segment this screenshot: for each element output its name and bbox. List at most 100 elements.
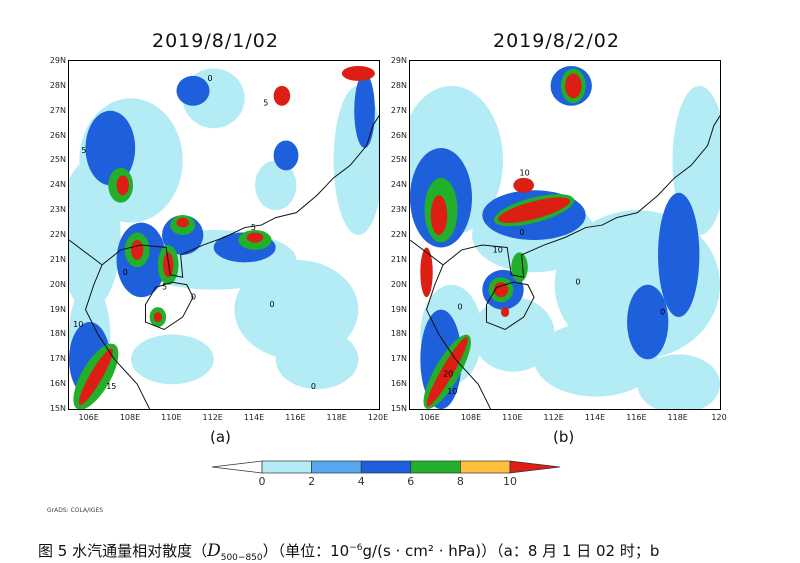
hainan-coastline (485, 281, 535, 331)
figure-caption: 图 5 水汽通量相对散度（D500−850）（单位：10−6g/(s · cm²… (38, 540, 659, 563)
divergence-patch (275, 329, 359, 390)
contour-label: 0 (191, 293, 196, 302)
lon-label: 108E (460, 413, 482, 422)
divergence-patch (131, 239, 144, 260)
lat-label: 26N (49, 130, 66, 140)
caption-subscript: 500−850 (220, 553, 263, 563)
lon-label: 106E (78, 413, 99, 422)
contour-label: 0 (520, 228, 525, 237)
divergence-patch (493, 282, 509, 298)
contour-label: 0 (660, 308, 665, 317)
lat-label: 22N (390, 230, 407, 240)
colorbar-segment (311, 460, 362, 474)
divergence-patch (658, 192, 700, 318)
divergence-patch (78, 348, 113, 405)
divergence-patch (69, 160, 121, 310)
lat-label: 15N (49, 404, 66, 414)
divergence-patch (163, 252, 174, 278)
lat-label: 15N (390, 404, 407, 414)
contour-label: 5 (81, 146, 86, 155)
lon-label: 112E (543, 413, 564, 422)
contour-label: 0 (269, 300, 274, 309)
map-b-field: 10 0 10 0 20 10 0 0 (410, 61, 720, 409)
contour-label: 0 (575, 278, 580, 287)
divergence-patch (176, 75, 210, 106)
contour-label: 5 (263, 99, 268, 108)
lon-label: 114E (243, 413, 265, 422)
coastline (410, 115, 720, 278)
colorbar-segment (410, 460, 461, 474)
caption-unit: g/(s · cm² · hPa)）（a：8 月 1 日 02 时；b (362, 542, 660, 560)
contour-label: 0 (311, 382, 316, 391)
contour-label: 15 (106, 382, 116, 391)
contour-label: 5 (251, 223, 256, 232)
divergence-patch (354, 73, 375, 149)
grads-credit: GrADS: COLA/IGES (47, 507, 104, 514)
lat-label: 19N (49, 304, 66, 314)
panel-a-title: 2019/8/1/02 (152, 30, 279, 52)
contour-label: 0 (123, 268, 128, 277)
hainan-coastline (144, 281, 194, 331)
colorbar-segment (261, 460, 312, 474)
lat-label: 25N (49, 155, 66, 165)
colorbar-segment (460, 460, 511, 474)
lat-label: 28N (49, 80, 66, 90)
contour-label: 20 (443, 370, 453, 379)
lon-label: 116E (285, 413, 306, 422)
divergence-patch (627, 284, 669, 360)
lon-label: 118E (326, 413, 347, 422)
colorbar-segment (360, 460, 412, 474)
colorbar-tick-label: 2 (308, 475, 316, 488)
lat-label: 20N (49, 279, 66, 289)
lon-label: 112E (202, 413, 223, 422)
caption-sup: −6 (349, 543, 363, 553)
divergence-patch (513, 177, 535, 193)
lat-label: 24N (49, 180, 66, 190)
divergence-patch (131, 334, 214, 385)
lon-label: 114E (584, 413, 606, 422)
divergence-patch (341, 65, 375, 81)
divergence-patch (255, 160, 297, 211)
lat-label: 28N (390, 80, 407, 90)
colorbar-tick-label: 10 (503, 475, 517, 488)
divergence-patch (498, 197, 571, 223)
lon-label: 116E (626, 413, 647, 422)
contour-label: 10 (493, 245, 503, 254)
panel-a-label: (a) (210, 428, 231, 446)
coastline (84, 264, 151, 409)
divergence-patch (565, 73, 582, 99)
lat-label: 24N (390, 180, 407, 190)
lat-label: 26N (390, 130, 407, 140)
colorbar-segment (509, 460, 561, 474)
lon-label: 110E (502, 413, 523, 422)
lat-label: 21N (390, 254, 407, 264)
divergence-patch (511, 252, 528, 283)
divergence-patch (420, 247, 433, 298)
lat-label: 23N (390, 205, 407, 215)
lat-label: 27N (390, 105, 407, 115)
lat-label: 29N (49, 56, 66, 65)
lon-label: 120 (711, 413, 727, 422)
map-panel-a: 0 5 5 0 5 0 5 0 10 15 0 (68, 60, 380, 410)
contour-label: 10 (447, 387, 457, 396)
lat-label: 17N (390, 354, 407, 364)
map-panel-b: 10 0 10 0 20 10 0 0 (409, 60, 721, 410)
divergence-patch (534, 322, 659, 397)
coastline (425, 264, 492, 409)
lat-label: 18N (49, 329, 66, 339)
contour-label: 0 (207, 74, 212, 83)
lat-label: 18N (390, 329, 407, 339)
divergence-patch (116, 175, 129, 196)
colorbar (212, 460, 561, 474)
caption-mid: ）（单位：10 (262, 542, 350, 560)
panel-b-label: (b) (553, 428, 575, 446)
colorbar-tick-label: 4 (357, 475, 365, 488)
lat-label: 22N (49, 230, 66, 240)
lon-label: 118E (667, 413, 688, 422)
divergence-patch (153, 312, 163, 323)
lat-label: 27N (49, 105, 66, 115)
lon-label: 110E (161, 413, 182, 422)
divergence-patch (500, 307, 510, 318)
divergence-patch (273, 85, 291, 106)
caption-prefix: 图 5 水汽通量相对散度（ (38, 542, 208, 560)
